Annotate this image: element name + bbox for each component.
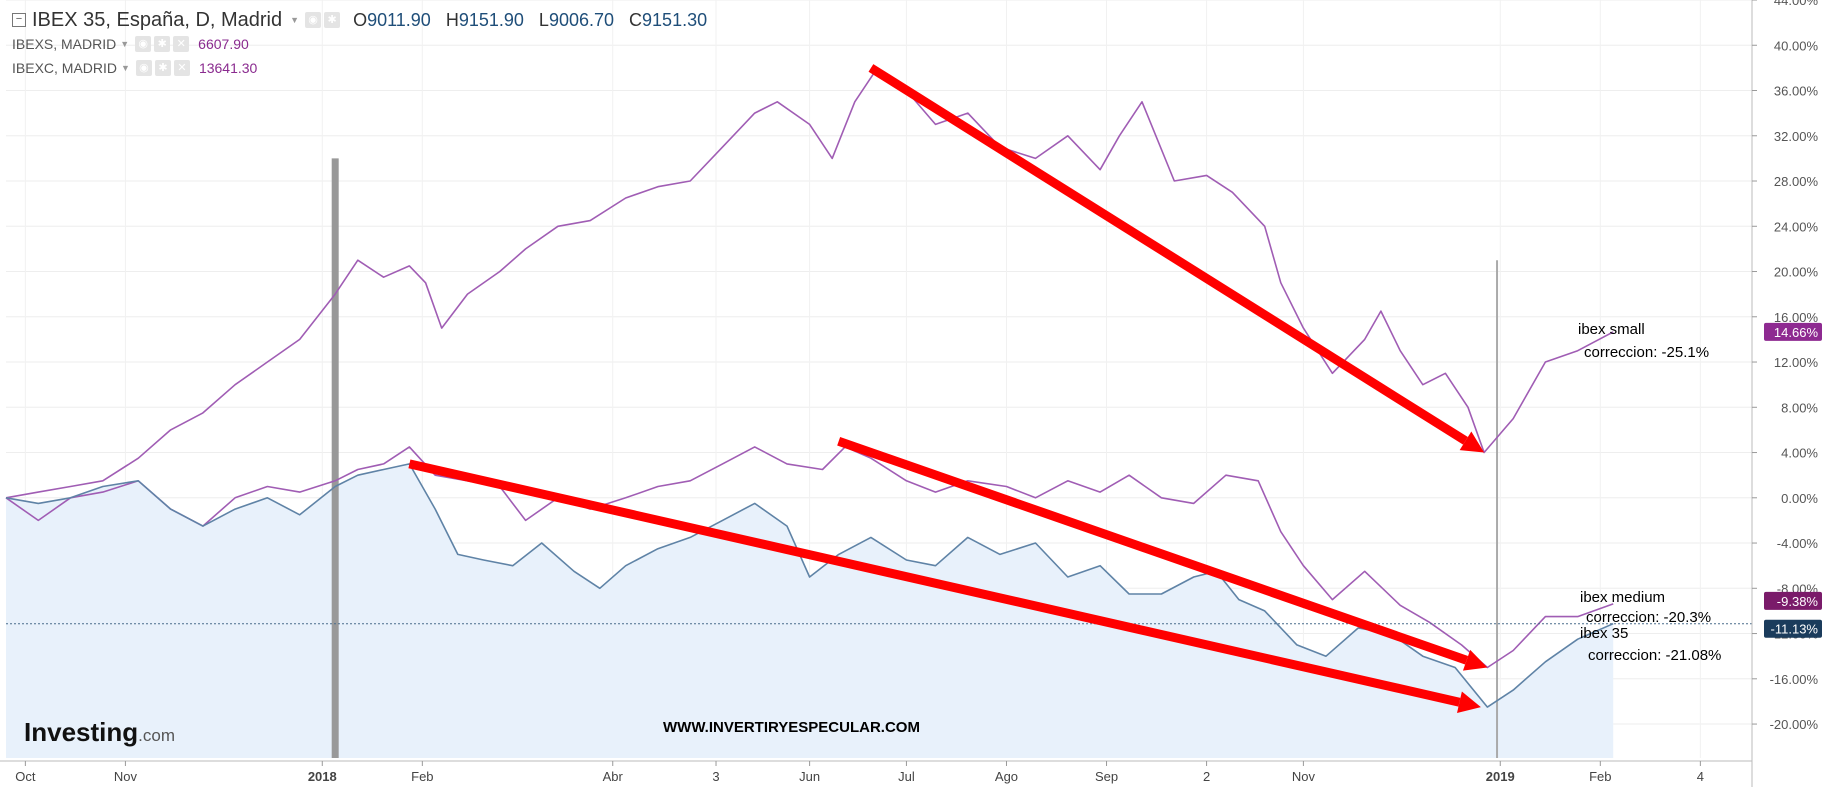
high-value: 9151.90 <box>458 9 524 30</box>
trend-arrow-head <box>1459 431 1485 453</box>
x-tick-label: 3 <box>712 769 719 784</box>
y-tick-label: 4.00% <box>1781 446 1818 461</box>
vertical-markers <box>331 158 1499 758</box>
close-value: 9151.30 <box>642 9 708 30</box>
x-tick-label: Jul <box>898 769 915 784</box>
series-value: 13641.30 <box>198 60 258 76</box>
high-key: H <box>445 9 459 30</box>
annotation-text: ibex small <box>1578 321 1645 338</box>
trend-arrow-shaft <box>868 64 1468 445</box>
eye-icon[interactable]: ◉ <box>135 60 152 76</box>
x-tick-label: 2 <box>1203 769 1210 784</box>
ohlc-values: O9011.90 H9151.90 L9006.70 C9151.30 <box>353 10 717 31</box>
x-tick-label: Feb <box>411 769 433 784</box>
collapse-icon[interactable]: − <box>12 13 26 27</box>
x-tick-label: Jun <box>799 769 820 784</box>
x-tick-label: Ago <box>995 769 1018 784</box>
price-badge <box>1764 322 1822 341</box>
low-key: L <box>538 9 549 30</box>
trend-arrow-head <box>1457 691 1481 713</box>
investing-logo: Investing.com <box>24 717 175 747</box>
y-axis: 44.00% 40.00% 36.00% 32.00% 28.00% 24.00% 20.0… <box>1751 0 1819 787</box>
gear-icon[interactable]: ✱ <box>154 36 171 52</box>
x-tick-label: 2019 <box>1486 769 1515 784</box>
x-tick-label: Feb <box>1589 769 1611 784</box>
annotation-text: correccion: -21.08% <box>1588 647 1721 664</box>
y-tick-label: 32.00% <box>1774 129 1819 144</box>
site-url: WWW.INVERTIRYESPECULAR.COM <box>663 719 920 736</box>
y-tick-label: 28.00% <box>1774 174 1819 189</box>
legend-main-row: − IBEX 35, España, D, Madrid ▼ ◉ ✱ O9011… <box>12 8 717 32</box>
y-tick-label: 44.00% <box>1774 0 1819 8</box>
chevron-down-icon[interactable]: ▼ <box>290 15 300 25</box>
close-icon[interactable]: ✕ <box>173 60 190 76</box>
trend-arrows <box>408 64 1488 713</box>
trend-arrow-shaft <box>837 436 1469 665</box>
price-badge-label: -9.38% <box>1777 594 1819 609</box>
x-tick-label: Oct <box>15 769 36 784</box>
series-name[interactable]: IBEXC, MADRID <box>12 60 118 76</box>
price-badge-label: 14.66% <box>1774 325 1819 340</box>
series-name[interactable]: IBEXS, MADRID <box>12 36 117 52</box>
series-line-0 <box>5 67 1614 499</box>
watermark: Investing.com WWW.INVERTIRYESPECULAR.COM <box>24 717 920 747</box>
y-tick-label: 12.00% <box>1774 355 1819 370</box>
trend-arrow-head <box>1462 649 1488 671</box>
low-value: 9006.70 <box>548 9 615 30</box>
series-value: 6607.90 <box>198 36 249 52</box>
investing-brand: Investing <box>24 717 138 747</box>
eye-icon[interactable]: ◉ <box>305 12 322 28</box>
y-tick-label: 0.00% <box>1781 491 1818 506</box>
y-tick-label: 36.00% <box>1774 84 1819 99</box>
annotation-text: correccion: -25.1% <box>1584 344 1709 361</box>
y-tick-label: -20.00% <box>1770 717 1819 732</box>
legend: − IBEX 35, España, D, Madrid ▼ ◉ ✱ O9011… <box>12 8 717 80</box>
x-tick-label: 2018 <box>308 769 337 784</box>
price-badge <box>1764 619 1822 638</box>
price-badges: 14.66% -9.38% -11.13% <box>1764 322 1822 638</box>
close-icon[interactable]: ✕ <box>173 36 190 52</box>
y-tick-label: 8.00% <box>1781 400 1818 415</box>
main-symbol[interactable]: IBEX 35, España, D, Madrid <box>32 8 283 31</box>
annotation-text: ibex medium <box>1580 589 1665 606</box>
series-line-1 <box>5 446 1614 669</box>
y-tick-label: 24.00% <box>1774 219 1819 234</box>
open-value: 9011.90 <box>367 9 431 30</box>
x-axis: Oct Nov 2018 Feb Abr 3 Jun Jul Ago Sep 2 Nov 2019 Feb… <box>0 760 1752 784</box>
y-tick-label: 16.00% <box>1774 310 1819 325</box>
trend-arrow-shaft <box>408 459 1461 707</box>
investing-suffix: .com <box>138 726 175 745</box>
ibex35-area <box>6 463 1614 758</box>
y-tick-label: 40.00% <box>1774 38 1819 53</box>
x-tick-label: Nov <box>114 769 138 784</box>
y-tick-label: -4.00% <box>1777 536 1819 551</box>
y-tick-label: -16.00% <box>1770 672 1819 687</box>
chevron-down-icon[interactable]: ▼ <box>121 63 130 73</box>
close-key: C <box>629 9 643 30</box>
price-badge-label: -11.13% <box>1771 622 1819 637</box>
annotation-text: ibex 35 <box>1580 625 1628 642</box>
annotation-text: correccion: -20.3% <box>1586 609 1711 626</box>
open-key: O <box>353 9 368 30</box>
chevron-down-icon[interactable]: ▼ <box>120 39 130 49</box>
x-tick-label: 4 <box>1697 769 1704 784</box>
gear-icon[interactable]: ✱ <box>154 60 171 76</box>
eye-icon[interactable]: ◉ <box>135 36 152 52</box>
legend-series-row: IBEXC, MADRID ▼ ◉ ✱ ✕ 13641.30 <box>12 56 717 80</box>
gear-icon[interactable]: ✱ <box>324 12 341 28</box>
price-badge <box>1764 591 1822 610</box>
y-tick-label: 20.00% <box>1774 265 1819 280</box>
x-tick-label: Sep <box>1095 769 1118 784</box>
legend-series-row: IBEXS, MADRID ▼ ◉ ✱ ✕ 6607.90 <box>12 32 717 56</box>
x-tick-label: Nov <box>1292 769 1316 784</box>
x-tick-label: Abr <box>603 769 624 784</box>
annotations: ibex small correccion: -25.1% ibex medium c… <box>1578 321 1721 664</box>
